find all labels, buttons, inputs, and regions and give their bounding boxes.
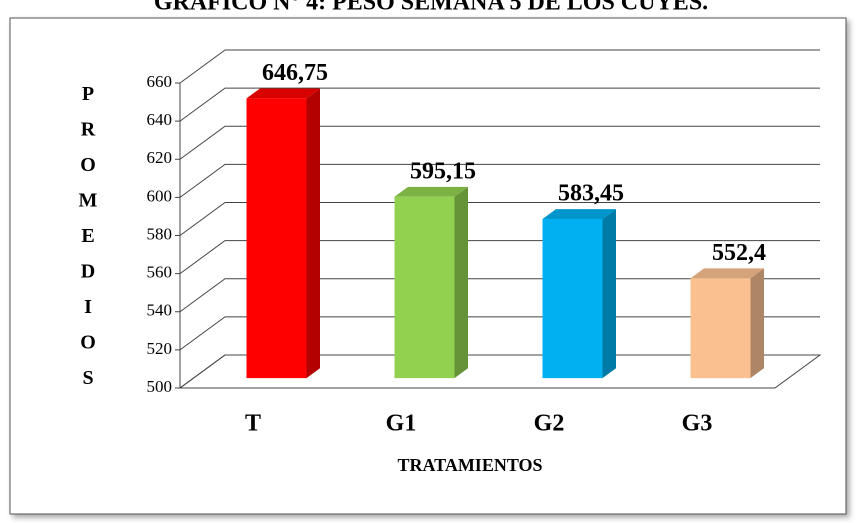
y-tick-label: 540 (147, 301, 173, 320)
data-label: 552,4 (712, 240, 766, 266)
bar-side (454, 186, 468, 379)
bar-side (750, 268, 764, 379)
grid-line (179, 316, 820, 351)
grid-line (179, 87, 820, 122)
chart-title: GRÁFICO N° 4: PESO SEMANA 5 DE LOS CUYES… (154, 0, 708, 16)
grid-line (179, 49, 820, 84)
bar-top (542, 209, 616, 220)
bar (542, 219, 603, 379)
bar (394, 196, 455, 379)
x-tick-label: G1 (386, 411, 417, 437)
data-label: 583,45 (558, 181, 624, 207)
x-axis-label: TRATAMIENTOS (397, 455, 542, 475)
grid-line (179, 125, 820, 160)
y-tick-label: 580 (147, 224, 173, 243)
bar-top (690, 268, 764, 279)
grid-line (179, 163, 820, 198)
bar (246, 98, 307, 379)
bar-side (602, 209, 616, 379)
data-label: 646,75 (262, 60, 328, 86)
y-tick-label: 600 (147, 186, 173, 205)
y-tick-label: 660 (147, 72, 173, 91)
grid-line (179, 354, 820, 389)
y-tick-label: 500 (147, 377, 173, 396)
grid-line (179, 278, 820, 313)
x-tick-label: T (245, 411, 261, 437)
x-tick-label: G3 (682, 411, 713, 437)
bar-top (246, 88, 320, 99)
x-tick-label: G2 (534, 411, 565, 437)
grid-line (179, 202, 820, 236)
y-tick-label: 520 (147, 339, 173, 358)
bar-top (394, 186, 468, 197)
bar (690, 278, 751, 379)
data-label: 595,15 (410, 158, 476, 184)
y-tick-label: 640 (147, 110, 173, 129)
bar-side (306, 88, 320, 379)
plot: 500 520 540 560 580 600 620 640 660 646,75 T 595,15… (147, 49, 822, 437)
y-tick-label: 620 (147, 148, 173, 167)
grid-line (179, 240, 820, 275)
y-tick-label: 560 (147, 263, 173, 282)
